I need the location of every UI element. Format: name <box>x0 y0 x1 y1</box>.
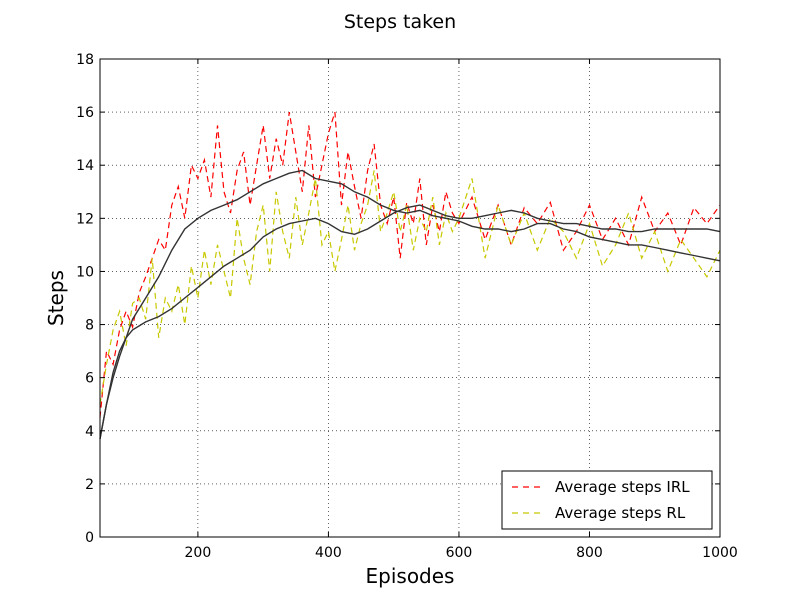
series-line-3 <box>99 204 721 439</box>
legend-box <box>501 470 713 530</box>
y-tick-label: 0 <box>85 530 94 546</box>
grid <box>100 59 721 537</box>
y-tick-label: 8 <box>85 318 94 334</box>
plot-frame <box>99 58 721 538</box>
y-tick-label: 18 <box>76 52 94 68</box>
x-tick-label: 1000 <box>702 545 738 561</box>
y-tick-label: 16 <box>76 105 94 121</box>
x-axis-label: Episodes <box>366 564 455 588</box>
legend-label-irl: Average steps IRL <box>555 478 690 496</box>
x-tick-label: 400 <box>315 545 342 561</box>
y-tick-label: 2 <box>85 477 94 493</box>
series-line-0 <box>99 111 721 418</box>
x-tick-label: 600 <box>446 545 473 561</box>
x-tick-label: 200 <box>185 545 212 561</box>
series-line-2 <box>99 169 721 439</box>
series-layer <box>99 111 721 439</box>
y-axis-label: Steps <box>44 270 68 326</box>
y-tick-label: 10 <box>76 264 94 280</box>
legend: Average steps IRL Average steps RL <box>501 470 713 530</box>
legend-label-rl: Average steps RL <box>555 504 686 522</box>
y-tick-label: 4 <box>85 424 94 440</box>
y-tick-label: 12 <box>76 211 94 227</box>
chart-title: Steps taken <box>344 11 456 33</box>
x-tick-label: 800 <box>576 545 603 561</box>
y-tick-label: 6 <box>85 371 94 387</box>
y-tick-label: 14 <box>76 158 94 174</box>
ticks: 200 400 600 800 1000 0 2 4 6 8 10 12 14 16 18 <box>76 52 738 561</box>
series-line-1 <box>99 170 721 405</box>
